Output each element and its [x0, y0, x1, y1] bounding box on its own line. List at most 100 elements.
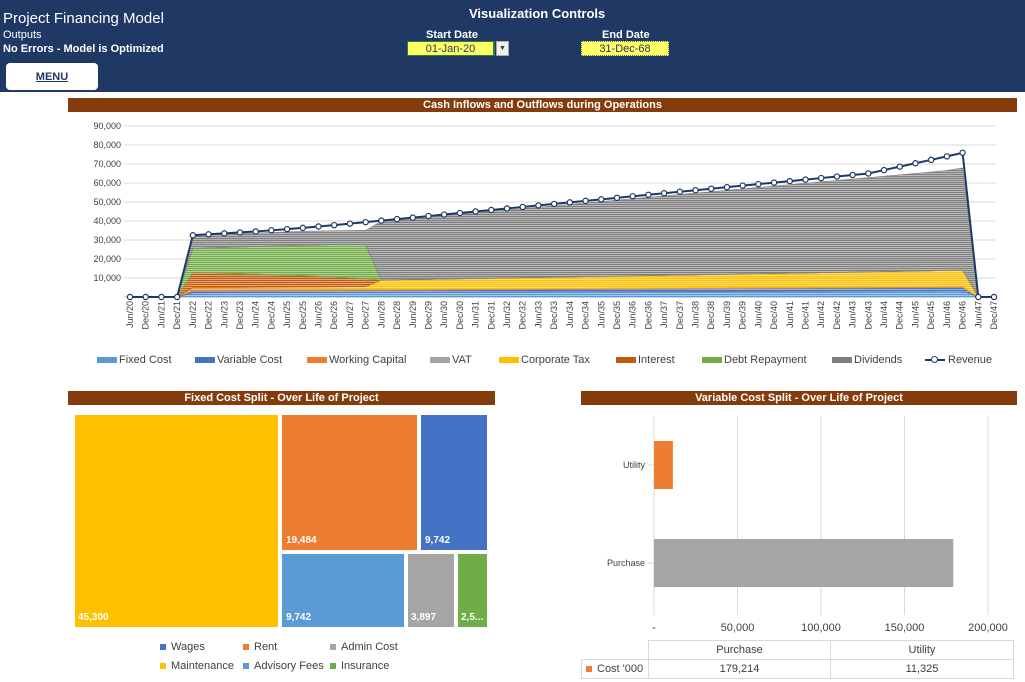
cash-chart-areas: [130, 167, 994, 298]
x-tick-label: Dec/32: [518, 301, 528, 330]
treemap-cell-rent: 19,484: [281, 414, 418, 551]
revenue-point: [865, 170, 872, 177]
revenue-point: [927, 156, 935, 164]
revenue-point: [943, 153, 951, 160]
variable-cost-bars: [654, 441, 954, 587]
x-tick-label: Jun/38: [691, 301, 701, 328]
legend-item-wages: Wages: [160, 641, 205, 653]
legend-item-dividends: Dividends: [832, 354, 902, 366]
chevron-down-icon[interactable]: ▼: [496, 41, 509, 56]
revenue-point: [990, 293, 998, 301]
revenue-point: [393, 215, 401, 223]
revenue-point: [362, 218, 369, 226]
revenue-point: [833, 173, 841, 180]
fixed-cost-chart-title: Fixed Cost Split - Over Life of Project: [68, 391, 495, 405]
revenue-point: [880, 166, 888, 174]
legend-label: Interest: [638, 354, 675, 366]
y-tick-label: 50,000: [93, 197, 121, 207]
legend-item-revenue: Revenue: [925, 354, 992, 366]
menu-button[interactable]: MENU: [6, 63, 98, 90]
revenue-point: [456, 209, 464, 217]
variable-cost-x-axis: - 50,000 100,000 150,000 200,000: [652, 622, 1008, 634]
x-tick-label: Jun/39: [722, 301, 732, 328]
revenue-point: [613, 194, 621, 202]
revenue-point: [912, 160, 919, 167]
legend-item-advisory-fees: Advisory Fees: [243, 660, 324, 672]
legend-label: Maintenance: [171, 660, 234, 672]
legend-item-corporate-tax: Corporate Tax: [499, 354, 590, 366]
legend-item-maintenance: Maintenance: [160, 660, 234, 672]
x-tick-label: Jun/40: [753, 301, 763, 328]
x-tick-label: Dec/28: [392, 301, 402, 330]
x-tick-label: 100,000: [801, 622, 841, 634]
variable-cost-categories: Utility Purchase: [607, 460, 654, 568]
legend-swatch: [702, 357, 722, 363]
x-tick-label: Jun/21: [156, 301, 166, 328]
legend-label: Insurance: [341, 660, 390, 672]
legend-label: VAT: [452, 354, 472, 366]
legend-swatch: [160, 663, 166, 669]
revenue-point: [205, 231, 212, 238]
legend-swatch: [195, 357, 215, 363]
legend-item-vat: VAT: [430, 354, 472, 366]
x-tick-label: Dec/34: [581, 301, 591, 330]
fixed-cost-treemap: 45,300 19,484 9,742 9,742 3,897 2,5...: [74, 414, 488, 628]
legend-label: Admin Cost: [341, 641, 398, 653]
y-tick-label: 60,000: [93, 178, 121, 188]
revenue-point: [283, 225, 291, 233]
start-date-input[interactable]: 01-Jan-20: [407, 41, 495, 56]
revenue-point: [645, 191, 652, 198]
revenue-point: [378, 217, 385, 224]
revenue-point: [142, 293, 149, 301]
x-tick-label: Dec/26: [329, 301, 339, 330]
treemap-cell-maintenance: 45,300: [74, 414, 279, 628]
legend-label: Fixed Cost: [119, 354, 172, 366]
x-tick-label: Dec/22: [204, 301, 214, 330]
revenue-point: [770, 179, 778, 186]
legend-item-insurance: Insurance: [330, 660, 389, 672]
treemap-cell-admin-cost: 3,897: [407, 553, 455, 628]
legend-item-fixed-cost: Fixed Cost: [97, 354, 172, 366]
x-tick-label: Jun/31: [471, 301, 481, 328]
legend-label: Advisory Fees: [254, 660, 324, 672]
legend-swatch: [330, 663, 336, 669]
x-tick-label: Dec/38: [706, 301, 716, 330]
revenue-point: [221, 230, 228, 237]
revenue-point: [598, 196, 605, 203]
x-tick-label: Dec/44: [895, 301, 905, 330]
legend-swatch: [925, 356, 945, 363]
revenue-point: [550, 200, 558, 208]
revenue-point: [755, 180, 762, 188]
revenue-point: [660, 190, 668, 197]
x-tick-label: 150,000: [885, 622, 925, 634]
legend-label: Revenue: [948, 354, 993, 366]
cash-chart: 10,000 20,000 30,000 40,000 50,000 60,000 70,0…: [93, 121, 999, 330]
cash-chart-revenue-line: [126, 149, 998, 301]
category-label: Utility: [623, 460, 645, 470]
x-tick-label: 50,000: [721, 622, 755, 634]
start-date-label: Start Date: [426, 29, 478, 41]
table-cell-purchase: 179,214: [648, 659, 831, 679]
legend-swatch: [160, 644, 166, 650]
revenue-point: [488, 206, 495, 214]
treemap-cell-insurance: 2,5...: [457, 553, 488, 628]
x-tick-label: Jun/46: [942, 301, 952, 328]
legend-swatch: [307, 357, 327, 363]
legend-swatch: [832, 357, 852, 363]
revenue-point: [708, 185, 715, 192]
legend-label: Corporate Tax: [521, 354, 590, 366]
revenue-point: [739, 182, 746, 189]
legend-swatch: [499, 357, 519, 363]
x-tick-label: Dec/29: [423, 301, 433, 330]
x-tick-label: Jun/43: [848, 301, 858, 328]
end-date-input[interactable]: 31-Dec-68: [581, 41, 669, 56]
x-tick-label: Jun/47: [973, 301, 983, 328]
revenue-point: [346, 220, 354, 227]
treemap-cell-wages: 9,742: [420, 414, 488, 551]
x-tick-label: Jun/25: [282, 301, 292, 328]
table-row-label: Cost '000: [581, 659, 649, 679]
revenue-point: [959, 149, 966, 156]
x-tick-label: Dec/23: [235, 301, 245, 330]
revenue-point: [299, 224, 306, 232]
legend-item-working-capital: Working Capital: [307, 354, 406, 366]
